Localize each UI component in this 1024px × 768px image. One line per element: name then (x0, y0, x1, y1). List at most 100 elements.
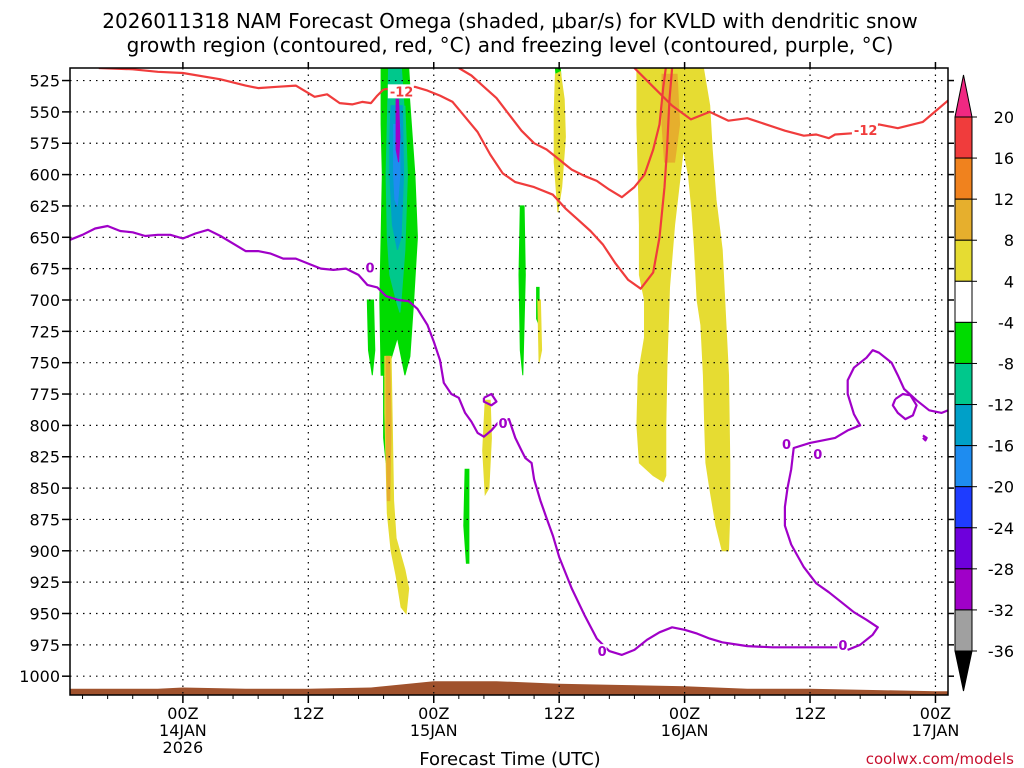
colorbar-bin-11 (954, 568, 973, 611)
freezing-contour-label: 0 (498, 417, 507, 432)
x-tick-label: 00Z (669, 704, 700, 723)
plot-background (70, 68, 948, 695)
freezing-label-bg-3 (780, 437, 791, 451)
y-tick-label: 1000 (19, 667, 60, 686)
colorbar-label: 20 (994, 108, 1014, 127)
dgz-contour-0 (98, 68, 385, 106)
dgz-contour-2 (633, 68, 948, 140)
colorbar-bin-6 (954, 362, 973, 406)
freezing-contour-label: 0 (598, 645, 607, 660)
contours: -12 -12 0 0 0 0 0 0 (70, 68, 948, 660)
omega-region-9 (463, 468, 470, 564)
freezing-contour-4 (922, 434, 928, 442)
x-tick-date: 17JAN (912, 721, 960, 740)
dgz-contour-1 (383, 68, 674, 290)
colorbar-bin-3 (954, 239, 973, 282)
dgz-contour-3 (458, 68, 667, 199)
freezing-label-bg-5 (837, 637, 848, 651)
plot-area (70, 68, 948, 695)
colorbar-bin-12 (954, 609, 973, 652)
colorbar: 20 16 12 8 4 -4 -8 -12 -16 -20 -24 -28 -32 -36 (954, 74, 1014, 692)
colorbar-under-arrow (954, 650, 973, 692)
colorbar-label: -4 (998, 313, 1014, 332)
y-tick-label: 650 (29, 228, 60, 247)
omega-region-15 (537, 299, 543, 363)
title-line-2: growth region (contoured, red, °C) and f… (127, 33, 894, 57)
omega-region-13 (385, 355, 392, 502)
freezing-label-bg-0 (364, 260, 375, 274)
x-tick-date: 15JAN (410, 721, 458, 740)
y-tick-label: 675 (29, 260, 60, 279)
y-tick-label: 775 (29, 385, 60, 404)
y-tick-label: 600 (29, 166, 60, 185)
omega-region-4 (395, 98, 401, 163)
omega-region-14 (482, 399, 492, 497)
y-tick-label: 850 (29, 479, 60, 498)
credit-text[interactable]: coolwx.com/models (866, 750, 1014, 768)
x-tick-label: 12Z (293, 704, 324, 723)
freezing-contour-label: 0 (782, 438, 791, 453)
colorbar-bin-1 (954, 157, 973, 200)
dgz-contour-label: -12 (854, 124, 878, 139)
colorbar-label: 12 (994, 190, 1014, 209)
x-tick-label: 00Z (920, 704, 951, 723)
y-tick-label: 700 (29, 291, 60, 310)
freezing-contour-label: 0 (838, 639, 847, 654)
x-tick-label: 12Z (544, 704, 575, 723)
freezing-label-bg-2 (596, 644, 607, 658)
colorbar-label: 16 (994, 149, 1014, 168)
colorbar-label: -12 (988, 396, 1014, 415)
y-tick-label: 975 (29, 636, 60, 655)
colorbar-label: -28 (988, 560, 1014, 579)
y-tick-label: 925 (29, 573, 60, 592)
y-tick-label: 750 (29, 354, 60, 373)
colorbar-bin-10 (954, 527, 973, 570)
colorbar-label: 8 (1004, 231, 1014, 250)
x-tick-date: 16JAN (661, 721, 709, 740)
freezing-contour-2 (482, 392, 498, 407)
colorbar-label: -24 (988, 519, 1014, 538)
colorbar-bin-7 (954, 404, 973, 447)
dgz-contour-label: -12 (390, 85, 414, 100)
y-tick-label: 550 (29, 103, 60, 122)
y-tick-label: 625 (29, 197, 60, 216)
colorbar-bin-5 (954, 321, 973, 364)
freezing-label-bg-1 (497, 415, 508, 429)
title: 2026011318 NAM Forecast Omega (shaded, μ… (102, 9, 917, 57)
colorbar-label: -16 (988, 437, 1014, 456)
y-tick-label: 875 (29, 510, 60, 529)
grid (70, 68, 948, 695)
omega-region-5 (366, 299, 376, 376)
ground-fill (70, 681, 948, 695)
dgz-label-bg-0 (387, 84, 414, 99)
x-tick-label: 00Z (167, 704, 198, 723)
y-tick-label: 575 (29, 134, 60, 153)
y-tick-label: 900 (29, 542, 60, 561)
x-tick-date: 14JAN (159, 721, 207, 740)
colorbar-label: -32 (988, 601, 1014, 620)
freezing-contour-1 (783, 349, 948, 651)
y-tick-label: 725 (29, 322, 60, 341)
x-tick-label: 00Z (418, 704, 449, 723)
omega-region-16 (553, 71, 566, 213)
freezing-contour-label: 0 (813, 448, 822, 463)
y-tick-label: 825 (29, 448, 60, 467)
title-line-1: 2026011318 NAM Forecast Omega (shaded, μ… (102, 9, 917, 33)
freezing-contour-label: 0 (366, 261, 375, 276)
omega-region-7 (518, 205, 526, 376)
freezing-contour-3 (891, 392, 918, 421)
colorbar-bin-8 (954, 445, 973, 488)
x-tick-year: 2026 (163, 738, 204, 757)
colorbar-bin-2 (954, 198, 973, 241)
colorbar-bin-0 (954, 116, 973, 159)
colorbar-bin-9 (954, 486, 973, 529)
colorbar-label: -36 (988, 642, 1014, 661)
colorbar-label: -20 (988, 478, 1014, 497)
omega-region-17 (636, 68, 731, 552)
freezing-contour-0 (70, 224, 849, 657)
colorbar-label: -8 (998, 354, 1014, 373)
x-axis-label: Forecast Time (UTC) (419, 749, 600, 768)
y-axis: 525 550 575 600 625 650 675 700 725 750 775 800 825 8… (19, 72, 954, 686)
